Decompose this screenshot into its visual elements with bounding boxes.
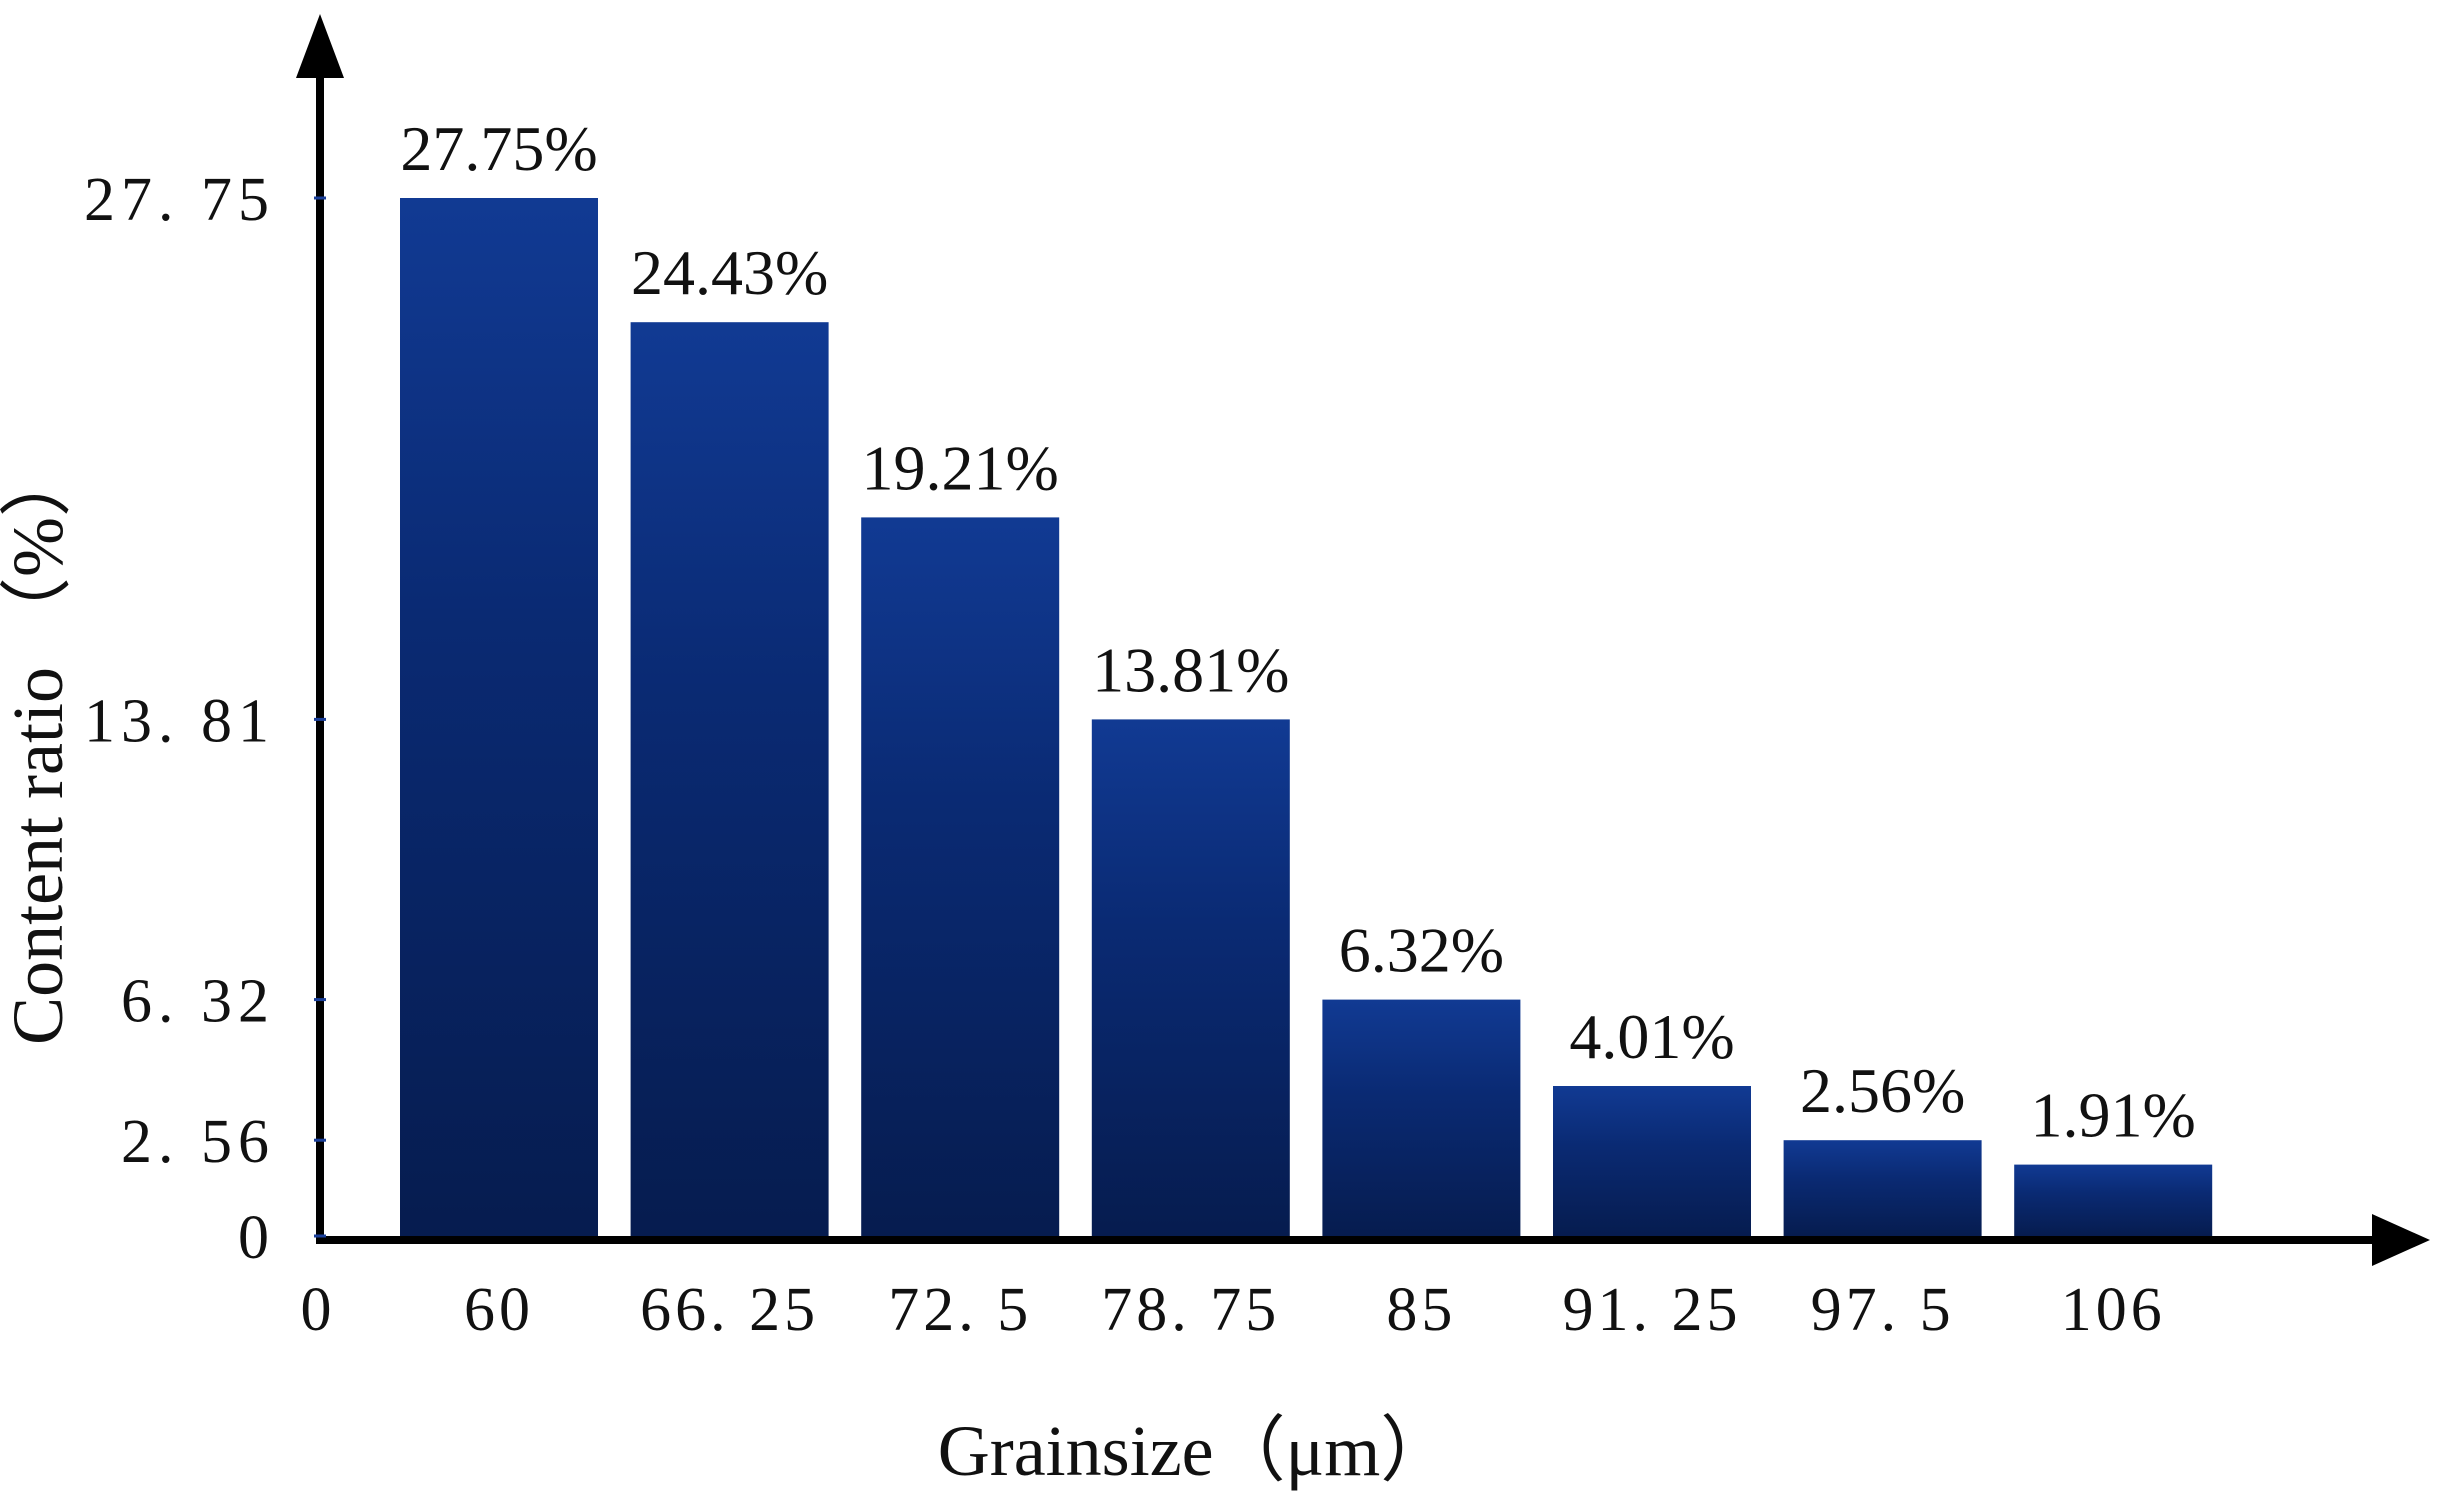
x-tick-label-4: 78. 75 bbox=[1101, 1276, 1280, 1344]
bar-6 bbox=[1553, 1086, 1751, 1236]
bar-value-label-8: 1.91% bbox=[2031, 1080, 2196, 1151]
x-origin-label: 0 bbox=[301, 1276, 336, 1344]
x-tick-label-6: 91. 25 bbox=[1563, 1276, 1742, 1344]
bars-group bbox=[400, 198, 2213, 1236]
x-tick-label-2: 66. 25 bbox=[640, 1276, 819, 1344]
bar-3 bbox=[861, 517, 1060, 1236]
bar-value-label-5: 6.32% bbox=[1339, 915, 1504, 986]
x-axis-arrow bbox=[2372, 1214, 2430, 1266]
y-tick-label-2: 2. 56 bbox=[121, 1108, 275, 1176]
y-tick-label-4: 13. 81 bbox=[84, 687, 275, 755]
bar-value-label-6: 4.01% bbox=[1569, 1001, 1734, 1072]
x-tick-label-3: 72. 5 bbox=[888, 1276, 1032, 1344]
bar-2 bbox=[630, 322, 829, 1236]
x-tick-labels: 60 66. 25 72. 5 78. 75 85 91. 25 97. 5 106 bbox=[464, 1276, 2166, 1344]
bar-value-label-3: 19.21% bbox=[862, 432, 1059, 503]
x-tick-label-1: 60 bbox=[464, 1276, 534, 1344]
y-tick-labels: 0 2. 56 6. 32 13. 81 27. 75 bbox=[84, 166, 326, 1272]
x-axis-title: Grainsize（μm） bbox=[938, 1411, 1452, 1491]
bar-7 bbox=[1783, 1140, 1982, 1236]
y-tick-label-1: 0 bbox=[238, 1204, 275, 1272]
y-tick-label-5: 27. 75 bbox=[84, 166, 275, 234]
x-tick-label-5: 85 bbox=[1386, 1276, 1456, 1344]
bar-value-label-7: 2.56% bbox=[1800, 1055, 1965, 1126]
y-tick-label-3: 6. 32 bbox=[121, 968, 275, 1036]
bar-value-label-2: 24.43% bbox=[631, 237, 828, 308]
y-axis-title: Content ratio （%） bbox=[0, 445, 78, 1045]
bar-1 bbox=[400, 198, 598, 1236]
data-labels-group: 27.75% 24.43% 19.21% 13.81% 6.32% 4.01% 2.56% 1… bbox=[400, 113, 2196, 1151]
bar-8 bbox=[2014, 1164, 2213, 1236]
bar-5 bbox=[1322, 999, 1521, 1236]
y-axis-arrow bbox=[296, 14, 344, 78]
bar-value-label-1: 27.75% bbox=[400, 113, 597, 184]
x-tick-label-8: 106 bbox=[2061, 1276, 2166, 1344]
bar-value-label-4: 13.81% bbox=[1092, 634, 1289, 705]
x-tick-label-7: 97. 5 bbox=[1811, 1276, 1955, 1344]
bar-4 bbox=[1091, 719, 1290, 1236]
